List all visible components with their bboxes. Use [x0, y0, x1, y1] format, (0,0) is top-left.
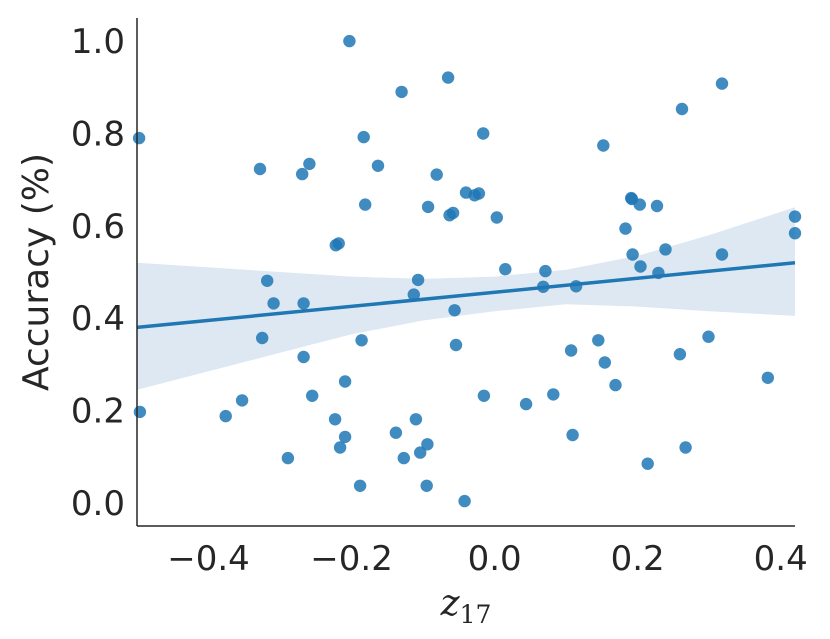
data-point-7	[267, 297, 280, 310]
y-axis-label: Accuracy (%)	[16, 153, 57, 391]
data-point-67	[641, 457, 654, 470]
data-point-45	[472, 187, 486, 200]
y-tick-label-4: 0.8	[71, 114, 125, 154]
x-axis-label: z17	[440, 583, 492, 629]
data-point-76	[715, 248, 729, 261]
data-point-14	[328, 413, 342, 426]
data-point-46	[477, 127, 490, 140]
data-point-61	[619, 222, 632, 235]
x-tick-layer: −0.4 −0.2 0.0 0.2 0.4	[167, 539, 807, 579]
confidence-band	[137, 207, 795, 390]
data-point-31	[411, 273, 425, 287]
data-point-78	[788, 210, 802, 223]
data-point-2	[219, 409, 232, 423]
data-point-5	[256, 331, 269, 345]
data-point-26	[389, 426, 403, 439]
data-point-50	[519, 397, 533, 411]
data-point-4	[253, 162, 267, 176]
regression-line-layer	[136, 261, 796, 330]
data-point-1	[133, 405, 147, 419]
x-tick-label-2: 0.0	[468, 539, 522, 579]
y-tick-label-0: 0.0	[71, 484, 125, 524]
x-axis-label-main: z	[440, 583, 461, 624]
x-axis-label-subscript: 17	[460, 600, 492, 629]
y-tick-label-2: 0.4	[71, 299, 125, 339]
data-point-9	[296, 167, 309, 181]
data-point-57	[592, 334, 605, 347]
data-point-24	[359, 198, 372, 211]
y-tick-label-5: 1.0	[71, 22, 125, 62]
data-point-0	[132, 131, 146, 145]
points-layer	[132, 34, 802, 508]
x-tick-label-1: −0.2	[310, 539, 393, 579]
data-point-77	[761, 371, 774, 384]
data-point-28	[397, 451, 410, 465]
confidence-band-layer	[137, 207, 795, 390]
data-point-54	[564, 344, 578, 357]
x-tick-label-4: 0.4	[754, 539, 808, 579]
data-point-23	[357, 130, 370, 144]
data-point-59	[598, 356, 611, 369]
data-point-42	[458, 494, 471, 508]
data-point-52	[539, 264, 552, 278]
data-point-27	[395, 85, 408, 99]
data-point-68	[650, 199, 664, 213]
data-point-71	[673, 348, 687, 361]
data-point-49	[499, 263, 512, 276]
axes-layer	[136, 18, 795, 527]
y-tick-label-3: 0.6	[71, 207, 125, 247]
data-point-30	[409, 413, 423, 426]
data-point-11	[297, 350, 310, 364]
data-point-29	[407, 288, 420, 301]
data-point-75	[715, 77, 729, 90]
x-tick-label-3: 0.2	[611, 539, 665, 579]
data-point-70	[659, 243, 672, 256]
data-point-37	[441, 71, 455, 84]
data-point-48	[490, 211, 503, 224]
data-point-20	[343, 34, 356, 48]
y-tick-label-1: 0.2	[71, 392, 125, 432]
data-point-33	[420, 479, 433, 492]
data-point-72	[675, 102, 689, 116]
data-point-21	[353, 479, 367, 492]
data-point-3	[235, 394, 249, 407]
data-point-74	[702, 330, 715, 343]
data-point-47	[477, 389, 491, 402]
data-point-22	[355, 334, 368, 347]
data-point-53	[547, 388, 560, 401]
data-point-39	[446, 206, 460, 220]
data-point-55	[566, 428, 579, 442]
data-point-58	[597, 139, 610, 152]
data-point-65	[633, 198, 646, 211]
regression-line	[136, 261, 796, 330]
x-tick-label-0: −0.4	[167, 539, 250, 579]
data-point-25	[371, 159, 385, 172]
data-point-79	[788, 227, 802, 240]
data-point-16	[332, 237, 345, 250]
data-point-36	[430, 168, 443, 181]
data-point-10	[297, 297, 310, 310]
data-point-41	[449, 338, 463, 352]
data-point-35	[421, 200, 435, 214]
data-point-12	[303, 157, 316, 171]
data-point-34	[421, 438, 434, 451]
data-point-13	[306, 389, 319, 402]
y-tick-layer: 0.0 0.2 0.4 0.6 0.8 1.0	[71, 22, 125, 524]
data-point-19	[338, 430, 352, 444]
data-point-66	[634, 260, 647, 273]
data-point-64	[626, 248, 639, 261]
data-point-40	[448, 304, 461, 317]
data-point-17	[333, 441, 347, 454]
data-point-73	[679, 441, 692, 454]
data-point-60	[609, 378, 622, 392]
data-point-6	[261, 274, 274, 287]
data-point-32	[414, 446, 427, 459]
data-point-18	[338, 375, 352, 388]
data-point-8	[281, 451, 295, 465]
